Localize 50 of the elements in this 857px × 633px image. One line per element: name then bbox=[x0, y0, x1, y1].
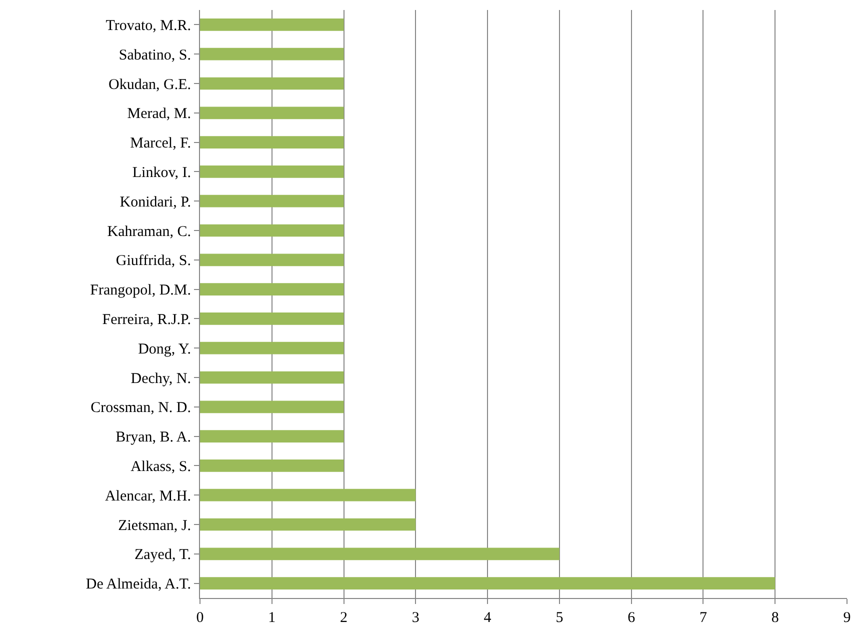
y-tick-label: Alencar, M.H. bbox=[104, 488, 191, 504]
y-tick-label: Alkass, S. bbox=[130, 458, 191, 475]
bar bbox=[200, 77, 344, 90]
bar bbox=[200, 460, 344, 472]
bar bbox=[200, 194, 344, 208]
bar bbox=[200, 166, 344, 178]
y-tick-label: Kahraman, C. bbox=[107, 224, 191, 240]
bar bbox=[200, 342, 344, 354]
y-tick-label: Konidari, P. bbox=[120, 194, 191, 210]
bar bbox=[200, 400, 344, 414]
bar bbox=[200, 224, 344, 237]
bar bbox=[200, 430, 344, 442]
y-tick-label: Giuffrida, S. bbox=[116, 253, 191, 270]
y-tick-label: Dechy, N. bbox=[130, 370, 191, 387]
y-tick-label: Zayed, T. bbox=[134, 547, 191, 564]
y-tick-label: Bryan, B. A. bbox=[116, 430, 191, 446]
x-tick-label: 4 bbox=[484, 610, 492, 626]
bar bbox=[200, 548, 560, 560]
x-tick-label: 3 bbox=[412, 610, 420, 626]
y-tick-label: Marcel, F. bbox=[130, 136, 191, 152]
x-tick-label: 7 bbox=[699, 610, 708, 626]
y-tick-label: Okudan, G.E. bbox=[108, 76, 191, 93]
bar bbox=[200, 283, 344, 296]
x-tick-label: 2 bbox=[340, 610, 348, 626]
x-tick-label: 1 bbox=[268, 610, 276, 626]
bar bbox=[200, 488, 416, 502]
bar bbox=[200, 312, 344, 325]
y-tick-label: De Almeida, A.T. bbox=[86, 576, 191, 593]
bar bbox=[200, 518, 416, 531]
bar bbox=[200, 106, 344, 120]
bar bbox=[200, 48, 344, 60]
bar bbox=[200, 254, 344, 266]
bar bbox=[200, 18, 344, 31]
y-tick-label: Crossman, N. D. bbox=[90, 400, 191, 416]
y-tick-label: Dong, Y. bbox=[138, 341, 191, 358]
x-tick-label: 6 bbox=[628, 610, 636, 626]
y-tick-label: Sabatino, S. bbox=[118, 47, 191, 64]
y-tick-label: Frangopol, D.M. bbox=[90, 282, 191, 299]
x-tick-label: 0 bbox=[196, 610, 204, 626]
y-tick-label: Linkov, I. bbox=[132, 164, 191, 181]
y-tick-label: Trovato, M.R. bbox=[106, 18, 191, 34]
x-tick-label: 8 bbox=[771, 610, 779, 626]
bar bbox=[200, 136, 344, 148]
y-tick-label: Ferreira, R.J.P. bbox=[102, 312, 191, 328]
x-tick-label: 9 bbox=[843, 610, 851, 626]
x-tick-label: 5 bbox=[556, 610, 564, 626]
y-tick-label: Zietsman, J. bbox=[118, 518, 191, 534]
bar bbox=[200, 371, 344, 384]
y-tick-label: Merad, M. bbox=[127, 106, 191, 122]
bar bbox=[200, 577, 776, 590]
